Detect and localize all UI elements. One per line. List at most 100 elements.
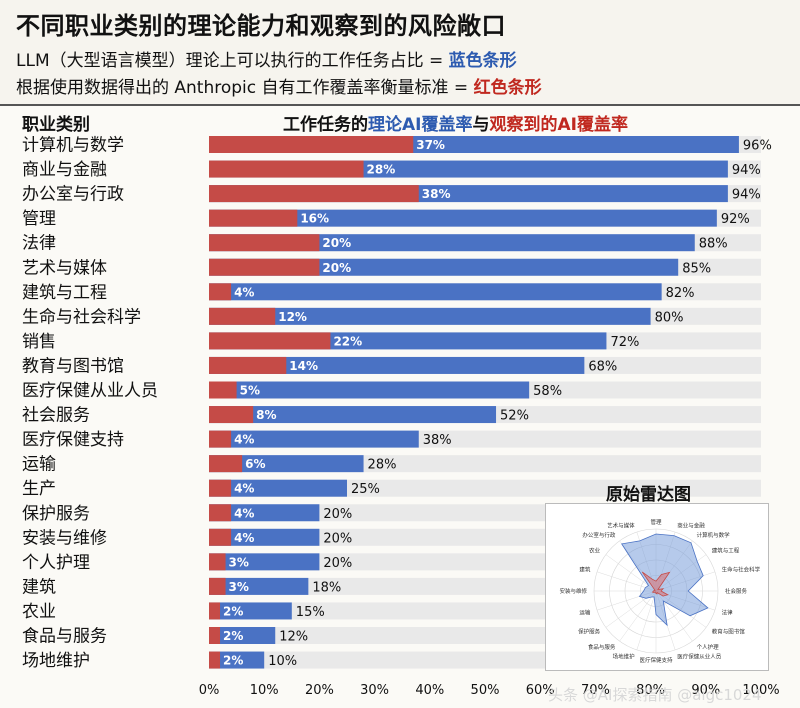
bar-theoretical bbox=[209, 455, 364, 473]
theoretical-value-label: 28% bbox=[368, 458, 397, 473]
category-label: 保护服务 bbox=[22, 504, 90, 524]
radar-axis-label: 场地维护 bbox=[613, 653, 636, 661]
radar-axis-label: 个人护理 bbox=[697, 643, 720, 651]
bar-observed bbox=[209, 209, 298, 227]
radar-axis-label: 运输 bbox=[579, 608, 591, 616]
observed-value-label: 37% bbox=[416, 138, 445, 152]
bar-theoretical bbox=[209, 651, 265, 669]
theoretical-value-label: 18% bbox=[312, 580, 341, 595]
subtitle-line-2: 根据使用数据得出的 Anthropic 自有工作覆盖率衡量标准 = 红色条形 bbox=[16, 73, 542, 98]
theoretical-value-label: 68% bbox=[588, 359, 617, 374]
category-label: 个人护理 bbox=[22, 553, 90, 573]
category-label: 建筑 bbox=[22, 577, 56, 597]
observed-value-label: 2% bbox=[223, 604, 243, 618]
observed-value-label: 4% bbox=[234, 285, 254, 299]
category-label: 建筑与工程 bbox=[22, 283, 107, 303]
radar-axis-label: 法律 bbox=[722, 608, 734, 616]
radar-axis-label: 农业 bbox=[589, 546, 601, 554]
radar-axis-label: 保护服务 bbox=[578, 628, 601, 636]
radar-axis-label: 教育与图书馆 bbox=[712, 628, 746, 636]
theoretical-value-label: 20% bbox=[323, 507, 352, 522]
subtitle-1-highlight: 蓝色条形 bbox=[448, 51, 517, 71]
theoretical-value-label: 72% bbox=[610, 335, 639, 350]
bar-observed bbox=[209, 406, 254, 424]
header: 不同职业类别的理论能力和观察到的风险敞口 LLM（大型语言模型）理论上可以执行的… bbox=[0, 0, 800, 106]
radar-axis-label: 管理 bbox=[650, 518, 662, 526]
chart-title-part-4: 观察到的AI覆盖率 bbox=[489, 115, 628, 135]
category-label: 医疗保健从业人员 bbox=[22, 381, 158, 401]
bar-observed bbox=[209, 553, 226, 571]
observed-value-label: 3% bbox=[229, 555, 249, 569]
bar-observed bbox=[209, 528, 232, 546]
theoretical-value-label: 20% bbox=[323, 556, 352, 571]
bar-theoretical bbox=[209, 602, 292, 620]
observed-value-label: 2% bbox=[223, 654, 243, 668]
theoretical-value-label: 52% bbox=[500, 409, 529, 424]
bar-observed bbox=[209, 627, 221, 644]
observed-value-label: 22% bbox=[333, 334, 362, 348]
bar-observed bbox=[209, 455, 243, 473]
x-tick-label: 60% bbox=[526, 683, 555, 698]
bar-theoretical bbox=[209, 553, 320, 571]
category-label: 医疗保健支持 bbox=[22, 430, 124, 450]
observed-value-label: 12% bbox=[278, 310, 307, 324]
x-tick-label: 40% bbox=[415, 683, 444, 698]
radar-axis-label: 食品与服务 bbox=[588, 643, 616, 651]
observed-value-label: 4% bbox=[234, 482, 254, 496]
bar-theoretical bbox=[209, 283, 662, 301]
observed-value-label: 8% bbox=[256, 408, 276, 422]
subtitle-2-highlight: 红色条形 bbox=[473, 78, 542, 98]
radar-axis-label: 艺术与媒体 bbox=[607, 521, 635, 529]
subtitle-1-text: LLM（大型语言模型）理论上可以执行的工作任务占比 = bbox=[16, 51, 449, 71]
bar-observed bbox=[209, 381, 237, 399]
category-label: 法律 bbox=[22, 234, 56, 254]
bar-observed bbox=[209, 185, 419, 203]
bar-observed bbox=[209, 504, 232, 522]
bar-theoretical bbox=[209, 307, 651, 325]
bar-theoretical bbox=[209, 430, 419, 448]
theoretical-value-label: 10% bbox=[268, 654, 297, 669]
theoretical-value-label: 25% bbox=[351, 482, 380, 497]
bar-observed bbox=[209, 160, 364, 178]
theoretical-value-label: 38% bbox=[423, 433, 452, 448]
x-tick-label: 10% bbox=[250, 683, 279, 698]
radar-axis-label: 安装与维修 bbox=[559, 587, 587, 595]
radar-title: 原始雷达图 bbox=[606, 485, 691, 505]
observed-value-label: 20% bbox=[322, 261, 351, 275]
category-label: 商业与金融 bbox=[22, 160, 107, 180]
x-tick-label: 0% bbox=[199, 683, 220, 698]
bar-theoretical bbox=[209, 627, 276, 644]
radar-axis-label: 生命与社会科学 bbox=[722, 566, 761, 574]
theoretical-value-label: 20% bbox=[323, 531, 352, 546]
category-label: 生命与社会科学 bbox=[22, 307, 141, 327]
bar-observed bbox=[209, 234, 320, 252]
radar-spoke bbox=[636, 590, 657, 651]
subtitle-2-text: 根据使用数据得出的 Anthropic 自有工作覆盖率衡量标准 = bbox=[16, 78, 474, 98]
observed-value-label: 14% bbox=[289, 359, 318, 373]
bar-observed bbox=[209, 602, 221, 620]
observed-value-label: 6% bbox=[245, 457, 265, 471]
radar-axis-label: 建筑 bbox=[579, 566, 591, 574]
category-label: 场地维护 bbox=[22, 651, 90, 671]
bar-theoretical bbox=[209, 234, 695, 252]
theoretical-value-label: 85% bbox=[682, 261, 711, 276]
bar-observed bbox=[209, 258, 320, 276]
bar-observed bbox=[209, 577, 226, 595]
radar-axis-label: 社会服务 bbox=[725, 587, 748, 595]
bar-theoretical bbox=[209, 479, 347, 497]
observed-value-label: 2% bbox=[223, 629, 243, 643]
chart-title-part-3: 与 bbox=[472, 115, 490, 135]
radar-spoke bbox=[605, 554, 657, 592]
x-tick-label: 70% bbox=[581, 683, 610, 698]
radar-spoke bbox=[619, 590, 657, 642]
bar-theoretical bbox=[209, 356, 585, 374]
radar-axis-label: 医疗保健从业人员 bbox=[677, 653, 722, 661]
x-tick-label: 20% bbox=[305, 683, 334, 698]
theoretical-value-label: 94% bbox=[732, 188, 761, 203]
bar-theoretical bbox=[209, 528, 320, 546]
observed-value-label: 4% bbox=[234, 531, 254, 545]
subtitle-line-1: LLM（大型语言模型）理论上可以执行的工作任务占比 = 蓝色条形 bbox=[16, 46, 517, 71]
observed-value-label: 38% bbox=[422, 187, 451, 201]
theoretical-value-label: 12% bbox=[279, 630, 308, 645]
